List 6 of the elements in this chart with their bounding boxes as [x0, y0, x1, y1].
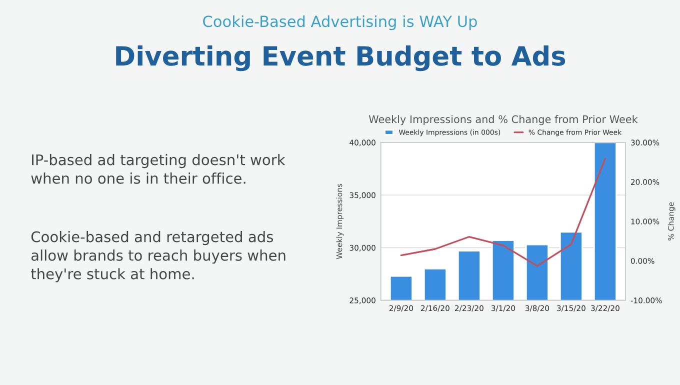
text: Diverting Event Budget to Ads [116, 45, 566, 72]
chart-title: Weekly Impressions and % Change from Prior Week [368, 115, 638, 126]
text: Cookie-Based Advertising is WAY Up [203, 15, 477, 30]
text: IP-based ad targeting doesn't work when no one is in their office. [31, 154, 286, 184]
line-series [400, 158, 606, 267]
text: Cookie-based and retargeted ads allow brands to reach buyers when they're stuck at home. [30, 231, 286, 282]
